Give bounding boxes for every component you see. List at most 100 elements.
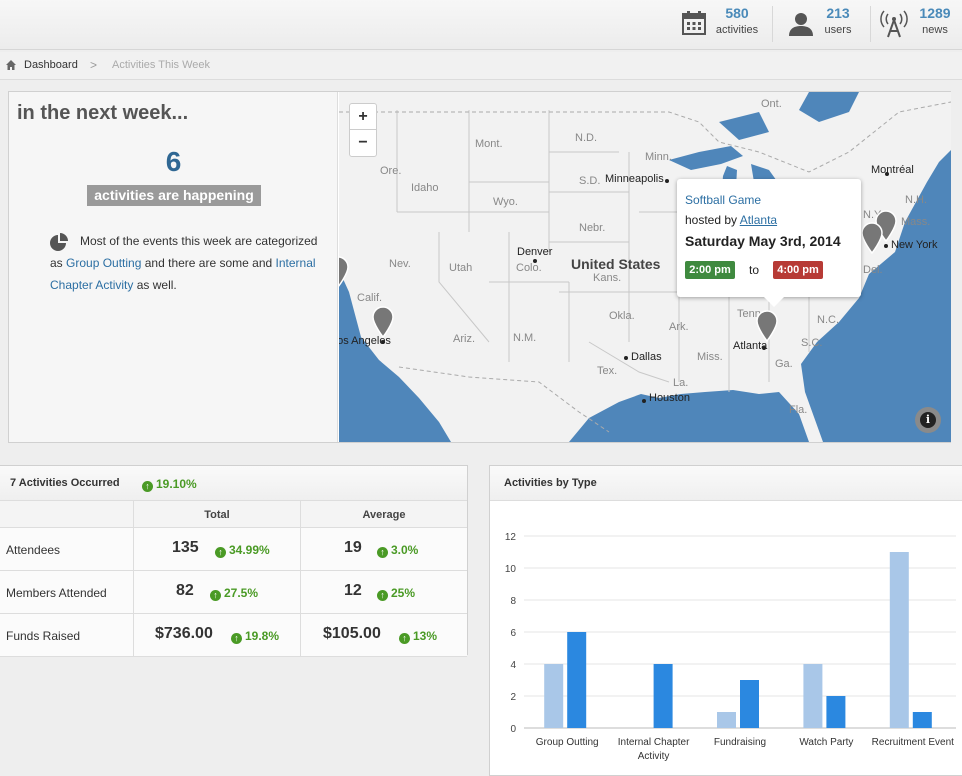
- event-name-link[interactable]: Softball Game: [685, 193, 762, 207]
- column-header: Total: [204, 509, 230, 521]
- map-city-label: Dallas: [631, 351, 662, 363]
- map-state-label: Ark.: [669, 321, 689, 333]
- activities-by-type-panel: Activities by Type 0 2 4 6 8 10 12 Group Outtin…: [489, 465, 962, 776]
- map-state-label: Wyo.: [493, 196, 518, 208]
- zoom-control: + −: [349, 103, 377, 157]
- users-count: 213: [826, 5, 850, 21]
- average-value: $105.00: [323, 625, 381, 642]
- map-pin-icon[interactable]: [756, 310, 778, 342]
- chart-bar: [717, 712, 736, 728]
- map-state-label: Ore.: [380, 165, 402, 177]
- map-pin-icon[interactable]: [861, 222, 883, 254]
- arrow-up-icon: ↑: [231, 633, 242, 644]
- map-city-label: Houston: [649, 392, 690, 404]
- map-city-label: Minneapolis: [605, 173, 664, 185]
- map-state-label: N.H.: [905, 194, 927, 206]
- internal-chapter-activity-link[interactable]: Internal Chapter Activity: [50, 256, 316, 292]
- x-tick-label: Recruitment Event: [872, 737, 954, 748]
- event-host-link[interactable]: Atlanta: [739, 213, 778, 227]
- chart-bar: [653, 664, 673, 728]
- country-border: [339, 101, 951, 433]
- user-icon: [789, 13, 813, 36]
- total-value: 135: [172, 539, 199, 556]
- description-text: as well.: [136, 278, 177, 292]
- activities-occurred-panel: 7 Activities Occurred ↑ 19.10% Total Aver…: [0, 465, 468, 657]
- average-change: ↑ 3.0%: [377, 543, 418, 558]
- atlantic-ocean: [801, 150, 951, 442]
- breadcrumb-dashboard-link[interactable]: Dashboard: [24, 59, 78, 71]
- panel-title: 7 Activities Occurred: [10, 477, 120, 489]
- average-change-value: 25%: [391, 586, 416, 600]
- pie-chart-icon: [50, 233, 68, 251]
- table-row: Members Attended 82 ↑ 27.5% 12 ↑ 25%: [0, 571, 467, 614]
- activities-label: activities: [715, 24, 759, 36]
- group-outting-link[interactable]: Group Outting: [66, 256, 142, 270]
- northern-lakes: [719, 112, 769, 140]
- home-icon[interactable]: [6, 60, 16, 70]
- map-pin-icon[interactable]: [372, 306, 394, 338]
- map-state-label: Idaho: [411, 182, 439, 194]
- map-state-label: Ont.: [761, 98, 782, 110]
- city-dots: [381, 172, 889, 403]
- description-text: and there are some and: [144, 256, 273, 270]
- table-row: Attendees 135 ↑ 34.99% 19 ↑ 3.0%: [0, 528, 467, 571]
- news-stat[interactable]: 1289 news: [880, 4, 960, 44]
- arrow-up-icon: ↑: [377, 547, 388, 558]
- chart-bar: [544, 664, 564, 728]
- map-city-label: Atlanta: [733, 340, 768, 352]
- x-tick-label: Group Outting: [536, 737, 599, 748]
- map-country-label: United States: [571, 256, 661, 272]
- map-state-label: N.D.: [575, 132, 597, 144]
- description-text: Most of the events this week are categor…: [50, 234, 318, 270]
- y-tick-label: 2: [510, 692, 516, 703]
- row-label: Attendees: [6, 543, 61, 557]
- map-pin-icon[interactable]: [339, 256, 349, 288]
- y-tick-label: 8: [510, 596, 516, 607]
- total-value: $736.00: [155, 625, 213, 642]
- map-state-label: La.: [673, 377, 689, 389]
- average-change: ↑ 13%: [399, 629, 437, 644]
- map-info-button[interactable]: i: [915, 407, 941, 433]
- activities-stat[interactable]: 580 activities: [680, 4, 765, 44]
- gulf-of-mexico: [569, 390, 809, 442]
- arrow-up-icon: ↑: [215, 547, 226, 558]
- activities-bar-chart: 0 2 4 6 8 10 12 Group Outting Internal Chapter Ac…: [505, 532, 956, 762]
- x-tick-label: Internal Chapter: [618, 737, 690, 748]
- map-state-label: Minn.: [645, 151, 672, 163]
- zoom-out-button[interactable]: −: [358, 134, 368, 151]
- map-city-label: New York: [891, 239, 938, 251]
- y-tick-label: 0: [510, 724, 516, 735]
- map-state-label: Calif.: [357, 292, 383, 304]
- total-change: ↑ 19.8%: [231, 629, 279, 644]
- activity-count: 6: [165, 146, 182, 177]
- news-count: 1289: [919, 5, 951, 21]
- event-popup: Softball Game hosted by Atlanta Saturday…: [677, 179, 861, 307]
- x-tick-label: Fundraising: [714, 737, 766, 748]
- chart-bar: [740, 680, 759, 728]
- average-change-value: 3.0%: [391, 543, 419, 557]
- event-start-time: 2:00 pm: [685, 261, 735, 279]
- map-city-label: Los Angeles: [339, 335, 391, 347]
- arrow-up-icon: ↑: [377, 590, 388, 601]
- chart-bar: [912, 712, 932, 728]
- next-week-summary: in the next week... 6 activities are hap…: [9, 92, 338, 442]
- average-change-value: 13%: [413, 629, 438, 643]
- hosted-by-label: hosted by: [685, 213, 738, 227]
- column-header: Average: [362, 509, 406, 521]
- map-state-label: Nev.: [389, 258, 411, 270]
- pacific-ocean: [339, 270, 451, 442]
- y-tick-label: 12: [505, 532, 517, 543]
- breadcrumb-separator: >: [90, 58, 98, 72]
- breadcrumb: Dashboard > Activities This Week: [0, 52, 962, 80]
- zoom-in-button[interactable]: +: [350, 104, 376, 130]
- events-map[interactable]: + − Mont. N.D. Minn. Ont. Idaho Wyo. S.D…: [339, 92, 951, 442]
- total-change-value: 27.5%: [224, 586, 259, 600]
- next-week-panel: in the next week... 6 activities are hap…: [8, 91, 951, 443]
- y-tick-label: 4: [510, 660, 516, 671]
- arrow-up-icon: ↑: [142, 481, 153, 492]
- average-value: 19: [344, 539, 362, 556]
- arrow-up-icon: ↑: [210, 590, 221, 601]
- map-state-label: Ariz.: [453, 333, 475, 345]
- users-stat[interactable]: 213 users: [787, 4, 867, 44]
- map-state-label: Mass.: [901, 216, 931, 228]
